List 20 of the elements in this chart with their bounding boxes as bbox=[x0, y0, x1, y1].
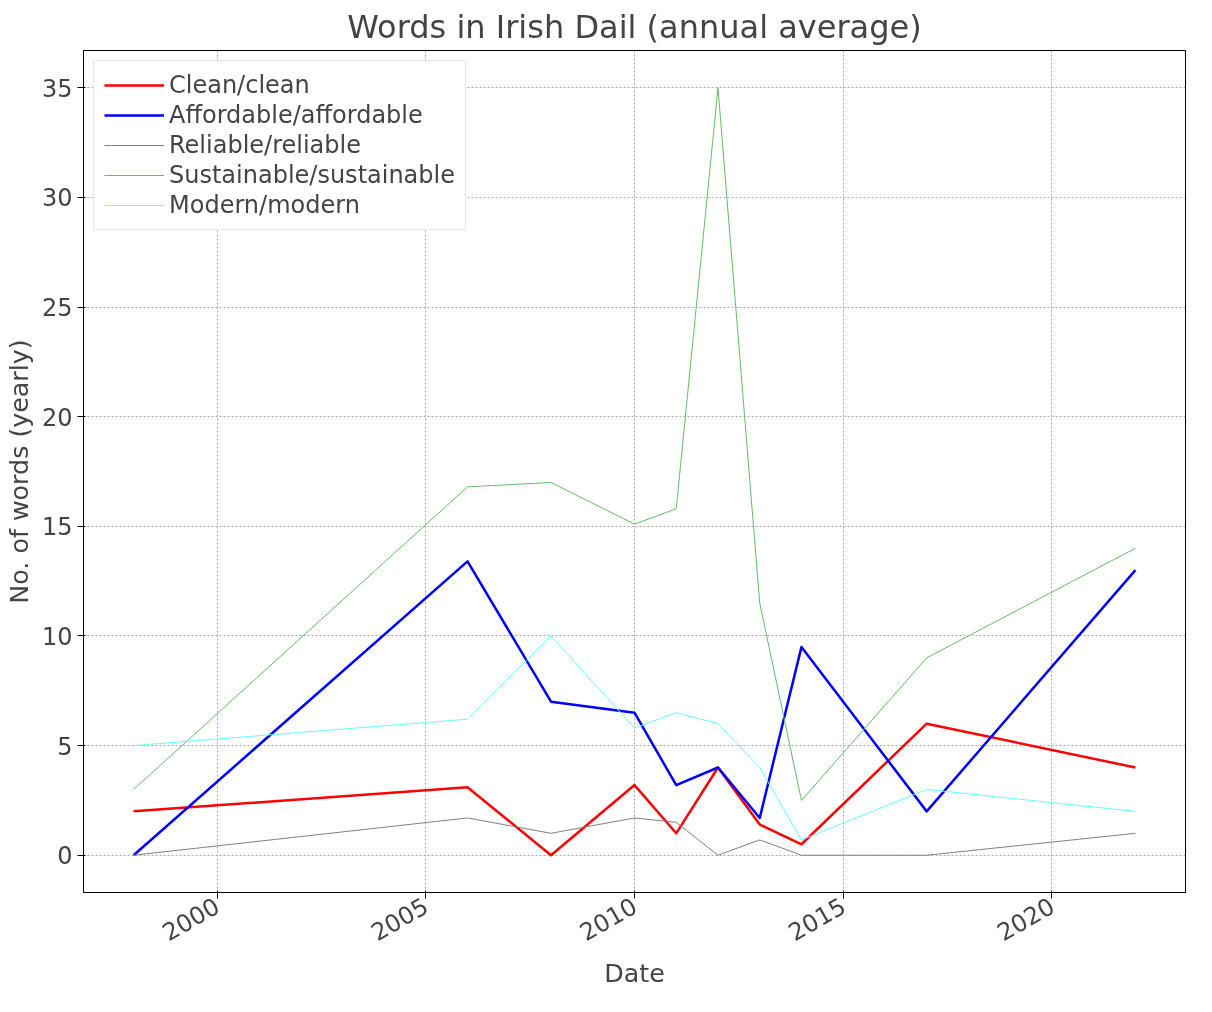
line-series bbox=[132, 560, 1137, 857]
legend-label: Affordable/affordable bbox=[169, 101, 423, 129]
legend-label: Clean/clean bbox=[169, 71, 310, 99]
y-tick-label: 0 bbox=[57, 842, 73, 871]
y-tick-label: 25 bbox=[41, 294, 73, 323]
x-axis-title: Date bbox=[604, 957, 665, 988]
y-tick-label: 5 bbox=[57, 732, 73, 761]
legend-label: Reliable/reliable bbox=[169, 131, 361, 159]
legend-label: Sustainable/sustainable bbox=[169, 161, 455, 189]
y-tick-label: 15 bbox=[41, 513, 73, 542]
y-tick-label: 20 bbox=[41, 403, 73, 432]
legend-label: Modern/modern bbox=[169, 191, 360, 219]
y-axis-title: No. of words (yearly) bbox=[3, 339, 34, 604]
line-series bbox=[133, 635, 1136, 841]
y-tick-label: 10 bbox=[41, 622, 73, 651]
y-tick-label: 30 bbox=[41, 184, 73, 213]
chart-title: Words in Irish Dail (annual average) bbox=[347, 7, 922, 46]
line-series bbox=[133, 817, 1136, 856]
y-tick-label: 35 bbox=[41, 74, 73, 103]
line-series bbox=[132, 722, 1137, 857]
